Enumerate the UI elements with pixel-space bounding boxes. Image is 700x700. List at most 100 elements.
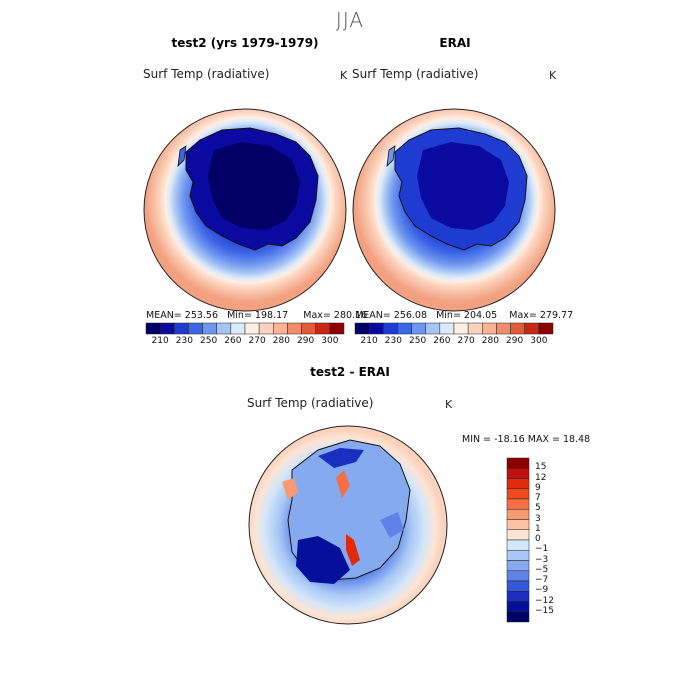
diff-map [248, 425, 448, 625]
test-max: Max= 280.16 [303, 310, 368, 321]
test-antarctica [177, 127, 319, 251]
colorbar-swatch [202, 322, 217, 335]
colorbar-swatch [506, 591, 530, 602]
colorbar-swatch [383, 322, 398, 335]
test-stats: MEAN= 253.56 Min= 198.17 Max= 280.16 [146, 310, 367, 321]
test-map [143, 108, 347, 312]
colorbar-tick-label: 260 [433, 336, 451, 346]
colorbar-tick-label: 290 [506, 336, 524, 346]
colorbar-swatch [145, 322, 161, 335]
diff-panel-title: test2 - ERAI [310, 365, 390, 379]
colorbar-swatch [174, 322, 189, 335]
obs-variable-label: Surf Temp (radiative) [352, 67, 479, 81]
colorbar-swatch [506, 498, 530, 510]
colorbar-swatch [216, 322, 232, 335]
colorbar-swatch [467, 322, 483, 335]
colorbar-swatch [159, 322, 175, 335]
colorbar-swatch [411, 322, 426, 335]
colorbar-swatch [506, 580, 530, 592]
diff-units-label: K [445, 398, 453, 411]
colorbar-swatch [506, 488, 530, 500]
colorbar-tick-label: −7 [535, 575, 549, 585]
colorbar-swatch [510, 322, 525, 335]
colorbar-swatch [524, 322, 540, 335]
colorbar-tick-label: 280 [481, 336, 499, 346]
colorbar-tick-label: 270 [248, 336, 266, 346]
colorbar-tick-label: 290 [297, 336, 315, 346]
colorbar-swatch [301, 322, 316, 335]
colorbar-swatch [496, 322, 511, 335]
colorbar-tick-label: −15 [535, 605, 554, 616]
colorbar-tick-label: 230 [384, 336, 402, 346]
colorbar-swatch [287, 322, 302, 335]
colorbar-tick-label: 230 [175, 336, 193, 346]
colorbar-tick-label: 280 [272, 336, 290, 346]
colorbar-tick-label: 300 [530, 336, 548, 346]
colorbar-swatch [506, 601, 530, 612]
colorbar-swatch [329, 322, 345, 335]
test-panel-title: test2 (yrs 1979-1979) [171, 36, 319, 50]
colorbar-swatch [506, 570, 530, 582]
colorbar-swatch [453, 322, 469, 335]
colorbar-swatch [397, 322, 412, 335]
obs-max: Max= 279.77 [509, 310, 574, 321]
colorbar-tick-label: 9 [535, 482, 541, 493]
colorbar-swatch [506, 468, 530, 479]
obs-stats: MEAN= 256.08 Min= 204.05 Max= 279.77 [355, 310, 573, 321]
test-variable-label: Surf Temp (radiative) [143, 67, 270, 81]
colorbar-swatch [506, 560, 530, 571]
colorbar-swatch [506, 611, 530, 623]
obs-map [352, 108, 556, 312]
diff-variable-label: Surf Temp (radiative) [247, 396, 374, 410]
test-units-label: K [340, 69, 348, 82]
colorbar-swatch [425, 322, 441, 335]
obs-colorbar [354, 322, 554, 335]
colorbar-tick-label: 270 [457, 336, 475, 346]
colorbar-tick-label: 210 [151, 336, 169, 346]
colorbar-swatch [506, 519, 530, 530]
test-min: Min= 198.17 [227, 310, 289, 321]
colorbar-swatch [244, 322, 260, 335]
colorbar-tick-label: 7 [535, 493, 541, 503]
colorbar-swatch [506, 457, 530, 469]
colorbar-tick-label: 0 [535, 534, 541, 544]
obs-mean: MEAN= 256.08 [355, 310, 428, 321]
colorbar-swatch [273, 322, 288, 335]
colorbar-tick-label: 12 [535, 472, 547, 483]
colorbar-tick-label: −3 [535, 554, 549, 565]
colorbar-tick-label: −1 [535, 544, 549, 555]
colorbar-swatch [538, 322, 554, 335]
colorbar-tick-label: 250 [409, 336, 427, 346]
colorbar-tick-label: −9 [535, 585, 549, 596]
colorbar-tick-label: 300 [321, 336, 339, 346]
colorbar-swatch [258, 322, 274, 335]
colorbar-swatch [439, 322, 455, 335]
diff-minmax: MIN = -18.16 MAX = 18.48 [462, 434, 591, 445]
colorbar-swatch [188, 322, 203, 335]
colorbar-swatch [506, 529, 530, 541]
colorbar-tick-label: −12 [535, 595, 554, 606]
colorbar-tick-label: 250 [200, 336, 218, 346]
colorbar-tick-label: 5 [535, 503, 541, 514]
colorbar-tick-label: 260 [224, 336, 242, 346]
season-title: JJA [335, 8, 365, 32]
obs-min: Min= 204.05 [436, 310, 498, 321]
diff-features [282, 439, 411, 584]
colorbar-swatch [315, 322, 331, 335]
obs-units-label: K [549, 69, 557, 82]
test-mean: MEAN= 253.56 [146, 310, 219, 321]
test-colorbar [145, 322, 345, 335]
colorbar-swatch [354, 322, 370, 335]
colorbar-tick-label: 15 [535, 462, 547, 473]
colorbar-swatch [230, 322, 246, 335]
diff-colorbar [506, 457, 530, 623]
obs-panel-title: ERAI [439, 36, 471, 50]
colorbar-tick-label: −5 [535, 564, 549, 575]
colorbar-swatch [482, 322, 497, 335]
colorbar-tick-label: 3 [535, 513, 541, 524]
colorbar-tick-label: 1 [535, 523, 541, 534]
colorbar-swatch [368, 322, 384, 335]
colorbar-swatch [506, 478, 530, 489]
colorbar-tick-label: 210 [360, 336, 378, 346]
